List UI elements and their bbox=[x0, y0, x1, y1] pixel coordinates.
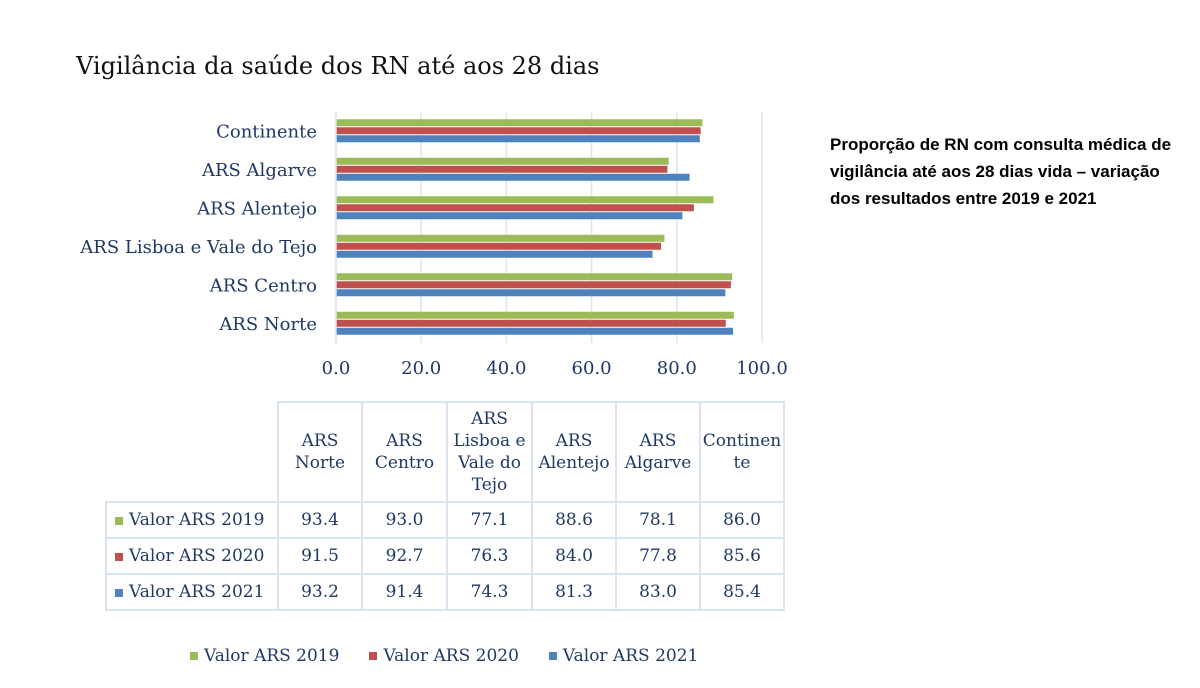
row-label-text: Valor ARS 2020 bbox=[129, 546, 265, 566]
bar bbox=[336, 319, 726, 327]
y-category-label: ARS Algarve bbox=[201, 160, 317, 181]
data-table: ARS Norte ARS Centro ARS Lisboa e Vale do Tejo A… bbox=[105, 401, 785, 611]
table-header-line: Lisboa e bbox=[453, 431, 526, 451]
table-header-line: ARS bbox=[386, 431, 423, 451]
row-label-text: Valor ARS 2021 bbox=[129, 582, 265, 602]
table-cell: 74.3 bbox=[446, 573, 533, 611]
bar bbox=[336, 127, 701, 135]
table-row: Valor ARS 2021 93.2 91.4 74.3 81.3 83.0 85.4 bbox=[105, 573, 785, 611]
bar bbox=[336, 196, 714, 204]
table-header-line: te bbox=[733, 453, 751, 473]
bar bbox=[336, 165, 668, 173]
table-cell: 76.3 bbox=[446, 537, 533, 575]
legend-swatch bbox=[115, 552, 123, 561]
table-row-label: Valor ARS 2021 bbox=[105, 573, 279, 611]
table-row: Valor ARS 2020 91.5 92.7 76.3 84.0 77.8 85.6 bbox=[105, 537, 785, 575]
side-note: Proporção de RN com consulta médica de v… bbox=[830, 135, 1172, 208]
page-title: Vigilância da saúde dos RN até aos 28 di… bbox=[76, 52, 600, 80]
y-category-label: Continente bbox=[216, 121, 317, 142]
table-header-cell: ARS Lisboa e Vale do Tejo bbox=[446, 401, 533, 503]
table-header-line: ARS bbox=[301, 431, 339, 451]
legend-label: Valor ARS 2021 bbox=[562, 646, 699, 666]
x-tick-label: 100.0 bbox=[736, 358, 788, 379]
bar bbox=[336, 212, 683, 220]
legend-swatch bbox=[115, 588, 123, 597]
legend-swatch bbox=[115, 516, 123, 525]
legend-label: Valor ARS 2020 bbox=[383, 646, 519, 666]
table-header-cell: ARS Norte bbox=[277, 401, 363, 503]
table-cell: 92.7 bbox=[361, 537, 448, 575]
table-cell: 77.8 bbox=[615, 537, 701, 575]
table-cell: 93.4 bbox=[277, 501, 363, 539]
legend-item: Valor ARS 2020 bbox=[369, 646, 519, 666]
bar-chart: 0.0 20.0 40.0 60.0 80.0 100.0 ARS Norte ARS Cen… bbox=[79, 112, 788, 379]
table-row-label: Valor ARS 2019 bbox=[105, 501, 279, 539]
bar bbox=[336, 250, 653, 258]
bar bbox=[336, 157, 669, 165]
table-header-line: Centro bbox=[374, 453, 435, 473]
table-header-line: Algarve bbox=[624, 453, 692, 473]
table-header-cell: Continen te bbox=[699, 401, 785, 503]
table-cell: 85.4 bbox=[699, 573, 785, 611]
table-cell: 84.0 bbox=[531, 537, 617, 575]
x-tick-label: 40.0 bbox=[486, 358, 526, 379]
table-header-line: Tejo bbox=[471, 475, 508, 495]
table-row-label: Valor ARS 2020 bbox=[105, 537, 279, 575]
bar bbox=[336, 289, 726, 297]
row-label-text: Valor ARS 2019 bbox=[129, 510, 265, 530]
bar bbox=[336, 281, 731, 289]
bar bbox=[336, 135, 700, 143]
table-header-cell: ARS Algarve bbox=[615, 401, 701, 503]
table-cell: 77.1 bbox=[446, 501, 533, 539]
table-header-line: Norte bbox=[294, 453, 346, 473]
table-header-line: ARS bbox=[555, 431, 593, 451]
bar bbox=[336, 273, 733, 281]
x-tick-label: 20.0 bbox=[401, 358, 441, 379]
table-corner bbox=[106, 402, 279, 503]
table-header-row: ARS Norte ARS Centro ARS Lisboa e Vale do Tejo A… bbox=[106, 401, 785, 503]
table-cell: 86.0 bbox=[699, 501, 785, 539]
table-cell: 88.6 bbox=[531, 501, 617, 539]
table-header-line: ARS bbox=[639, 431, 677, 451]
bar bbox=[336, 173, 690, 181]
bar bbox=[336, 234, 665, 242]
legend-item: Valor ARS 2021 bbox=[548, 646, 699, 666]
y-category-label: ARS Alentejo bbox=[196, 198, 317, 219]
table-header-cell: ARS Alentejo bbox=[531, 401, 617, 503]
legend-swatch bbox=[369, 652, 378, 660]
bar bbox=[336, 311, 734, 319]
bar bbox=[336, 242, 662, 250]
table-header-line: Continen bbox=[702, 431, 782, 451]
table-header-line: ARS bbox=[471, 409, 508, 429]
table-cell: 91.5 bbox=[277, 537, 363, 575]
table-cell: 93.2 bbox=[277, 573, 363, 611]
bar bbox=[336, 204, 694, 212]
y-category-label: ARS Lisboa e Vale do Tejo bbox=[79, 237, 317, 258]
table-cell: 81.3 bbox=[531, 573, 617, 611]
table-header-line: Alentejo bbox=[538, 453, 610, 473]
bar bbox=[336, 327, 734, 335]
y-category-label: ARS Norte bbox=[218, 314, 317, 335]
bar bbox=[336, 119, 703, 127]
table-cell: 83.0 bbox=[615, 573, 701, 611]
legend-swatch bbox=[190, 652, 198, 660]
legend: Valor ARS 2019 Valor ARS 2020 Valor ARS 20… bbox=[190, 646, 698, 666]
y-category-label: ARS Centro bbox=[209, 275, 317, 296]
table-header-line: Vale do bbox=[458, 453, 521, 473]
x-tick-label: 60.0 bbox=[572, 358, 612, 379]
table-cell: 78.1 bbox=[615, 501, 701, 539]
legend-swatch bbox=[548, 652, 557, 660]
x-tick-label: 80.0 bbox=[657, 358, 697, 379]
legend-label: Valor ARS 2019 bbox=[204, 646, 340, 666]
x-tick-label: 0.0 bbox=[322, 358, 351, 379]
table-cell: 91.4 bbox=[361, 573, 448, 611]
table-cell: 93.0 bbox=[361, 501, 448, 539]
table-row: Valor ARS 2019 93.4 93.0 77.1 88.6 78.1 86.0 bbox=[105, 501, 785, 539]
table-header-cell: ARS Centro bbox=[361, 401, 448, 503]
legend-item: Valor ARS 2019 bbox=[190, 646, 339, 666]
table-cell: 85.6 bbox=[699, 537, 785, 575]
